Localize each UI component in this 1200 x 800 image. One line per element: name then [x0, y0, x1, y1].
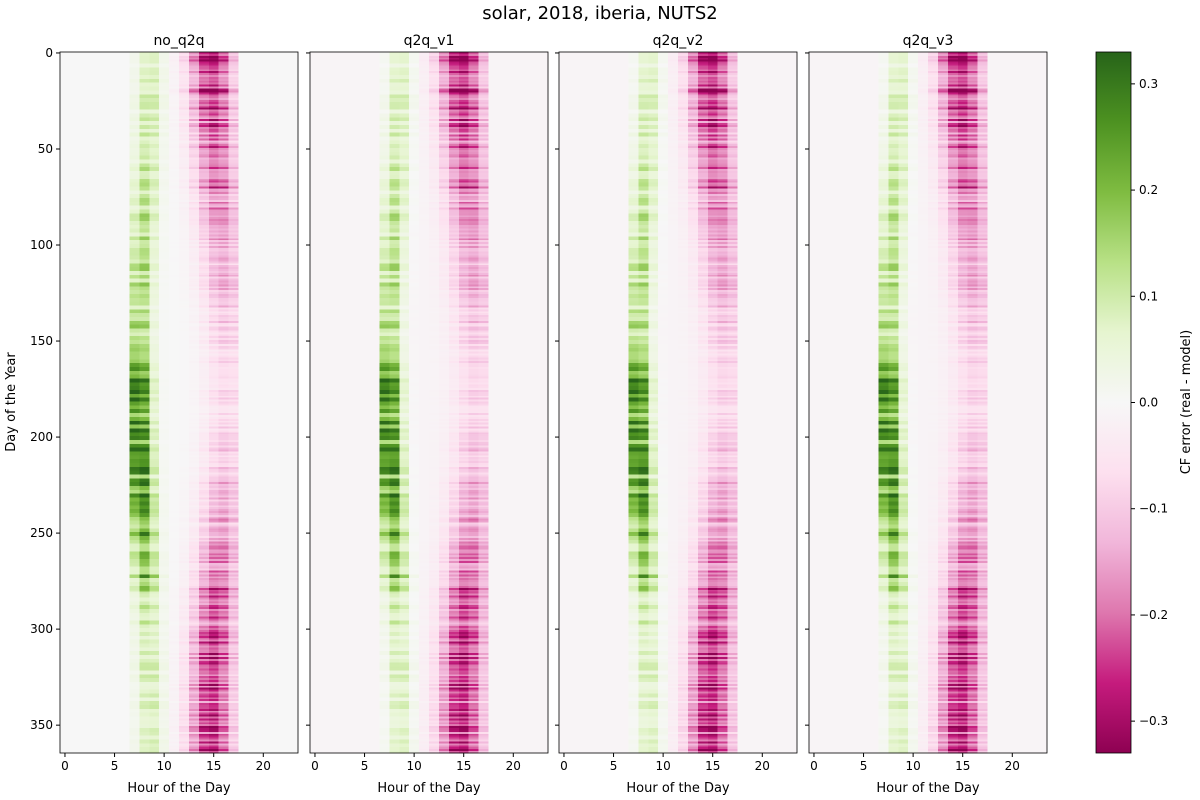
- figure-title: solar, 2018, iberia, NUTS2: [482, 3, 717, 24]
- panel-title: no_q2q: [153, 33, 204, 49]
- heatmap-cells: [60, 52, 298, 753]
